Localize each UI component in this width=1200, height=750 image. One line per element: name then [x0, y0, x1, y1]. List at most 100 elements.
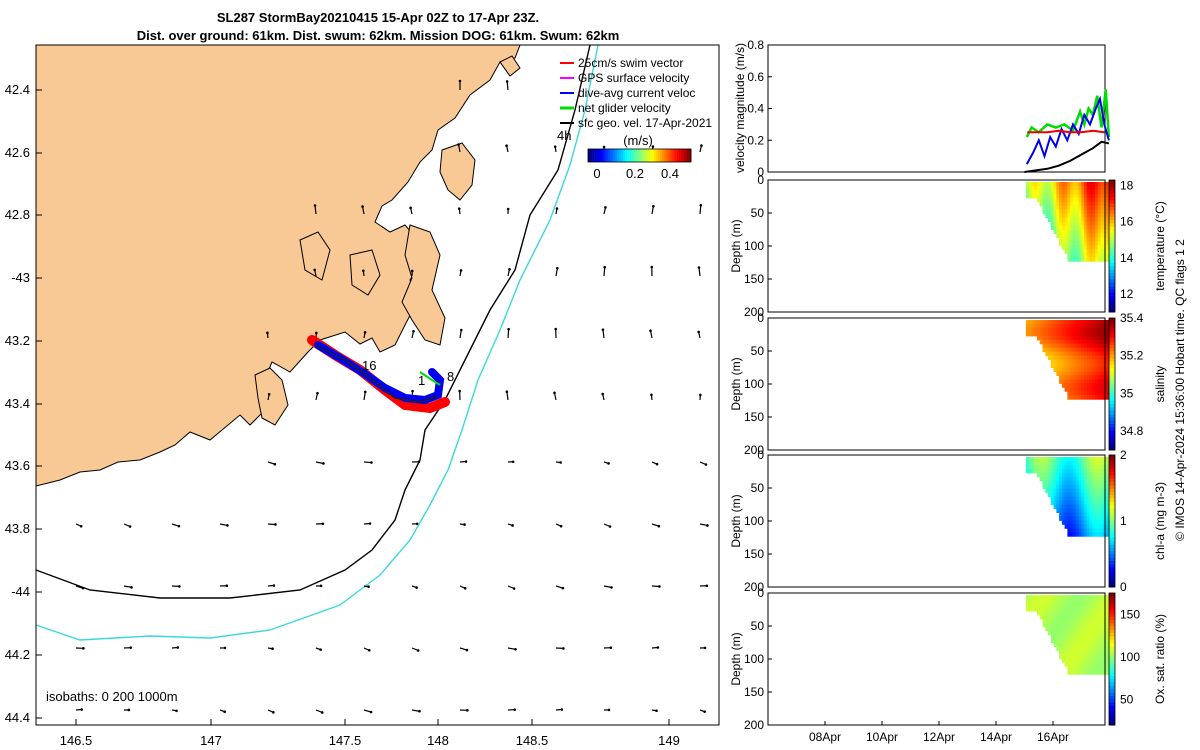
section-cell [1059, 595, 1063, 600]
section-cell [1028, 595, 1032, 600]
section-cell [1097, 598, 1102, 604]
section-cell [1059, 642, 1063, 647]
section-cell [1059, 602, 1063, 608]
section-cell [1089, 630, 1093, 636]
section-cell [1106, 614, 1110, 620]
section-cell [1048, 468, 1052, 474]
section-colorbar-segment [1109, 417, 1115, 421]
section-cell [1084, 205, 1088, 211]
section-cell [1070, 185, 1074, 191]
time-tick-label: 14Apr [980, 730, 1012, 744]
velocity-arrow-head [130, 586, 133, 589]
velocity-yticks: 00.20.40.60.8 [747, 38, 772, 179]
section-colorbar-segment [1109, 711, 1115, 716]
section-cell [1095, 468, 1099, 474]
section-cell [1048, 472, 1052, 478]
section-cell [1078, 379, 1082, 384]
section-cell [1067, 331, 1071, 337]
map-panel: 16 1 8 4h 25cm/s swim vector GPS surface… [35, 44, 720, 726]
section-cell [1081, 387, 1085, 392]
section-cell [1081, 618, 1085, 624]
section-colorbar-segment [1109, 632, 1115, 637]
section-cell [1095, 476, 1099, 482]
section-cell [1086, 229, 1090, 234]
section-colorbar-segment [1109, 232, 1115, 237]
section-cell [1081, 320, 1085, 325]
velocity-arrow-head [178, 585, 181, 588]
section-colorbar-segment [1109, 344, 1115, 349]
section-colorbar-segment [1109, 407, 1115, 411]
section-colorbar-segment [1109, 619, 1115, 624]
section-colorbar-segment [1109, 606, 1115, 610]
section-cell [1084, 245, 1088, 250]
section-colorbar-segment [1109, 269, 1115, 273]
lat-tick-label: 44.4 [5, 710, 30, 725]
section-cell [1106, 351, 1110, 357]
velocity-arrow-head [320, 711, 324, 714]
velocity-ytick-label: 0.4 [747, 102, 764, 116]
colorbar-tick-0: 0 [593, 166, 600, 181]
section-cell [1045, 626, 1049, 632]
section-cell [1100, 193, 1104, 199]
section-cell [1075, 249, 1079, 254]
section-cell [1059, 598, 1063, 604]
section-cell [1064, 189, 1068, 195]
section-colorbar-segment [1109, 718, 1115, 723]
section-cell [1059, 209, 1063, 215]
section-cell [1056, 189, 1060, 195]
section-cell [1081, 638, 1085, 643]
section-cell [1067, 602, 1071, 608]
section-cell [1084, 257, 1088, 262]
section-cell [1070, 610, 1074, 616]
section-cell [1045, 595, 1049, 600]
section-cell [1089, 626, 1093, 632]
section-cell [1031, 598, 1035, 604]
section-cell [1086, 245, 1090, 250]
section-cell [1086, 516, 1090, 521]
section-cell [1092, 476, 1096, 482]
section-cell [1078, 387, 1082, 392]
colorbar-segment [637, 149, 640, 162]
colorbar-segment [612, 149, 616, 162]
section-cell [1078, 320, 1082, 325]
section-cell [1078, 327, 1082, 333]
section-cell [1089, 528, 1093, 533]
velocity-arrow-head [703, 646, 707, 650]
section-cell [1064, 371, 1068, 376]
section-cell [1070, 528, 1074, 533]
section-cell [1106, 331, 1110, 337]
section-cell [1086, 488, 1090, 494]
section-cell [1042, 618, 1046, 624]
section-cell [1070, 347, 1074, 353]
section-cell [1067, 472, 1071, 478]
section-ytick-label: 200 [744, 443, 764, 457]
section-cell [1089, 595, 1093, 600]
section-cell [1097, 257, 1102, 262]
section-cell [1095, 323, 1099, 329]
velocity-arrow [602, 329, 605, 339]
section-cell [1100, 606, 1104, 612]
section-cell [1037, 457, 1041, 462]
section-cell [1075, 253, 1079, 258]
section-cell [1025, 331, 1030, 337]
section-ytick-label: 0 [757, 448, 764, 462]
colorbar-segment [618, 149, 622, 162]
section-cell [1072, 524, 1077, 529]
section-cell [1084, 638, 1088, 643]
velocity-arrow-head [505, 144, 508, 148]
section-cell [1061, 614, 1066, 620]
section-cell [1075, 472, 1079, 478]
section-cell [1084, 363, 1088, 368]
section-cell [1042, 323, 1046, 329]
section-cell [1081, 225, 1085, 230]
section-cell [1053, 484, 1057, 490]
section-cell [1106, 646, 1110, 651]
section-cell [1089, 520, 1093, 525]
section-cell [1095, 391, 1099, 396]
section-cell [1100, 343, 1104, 349]
section-cell [1097, 182, 1102, 187]
section-cell [1078, 245, 1082, 250]
section-cell [1086, 213, 1090, 219]
section-cell [1086, 496, 1090, 502]
section-cell [1084, 320, 1088, 325]
